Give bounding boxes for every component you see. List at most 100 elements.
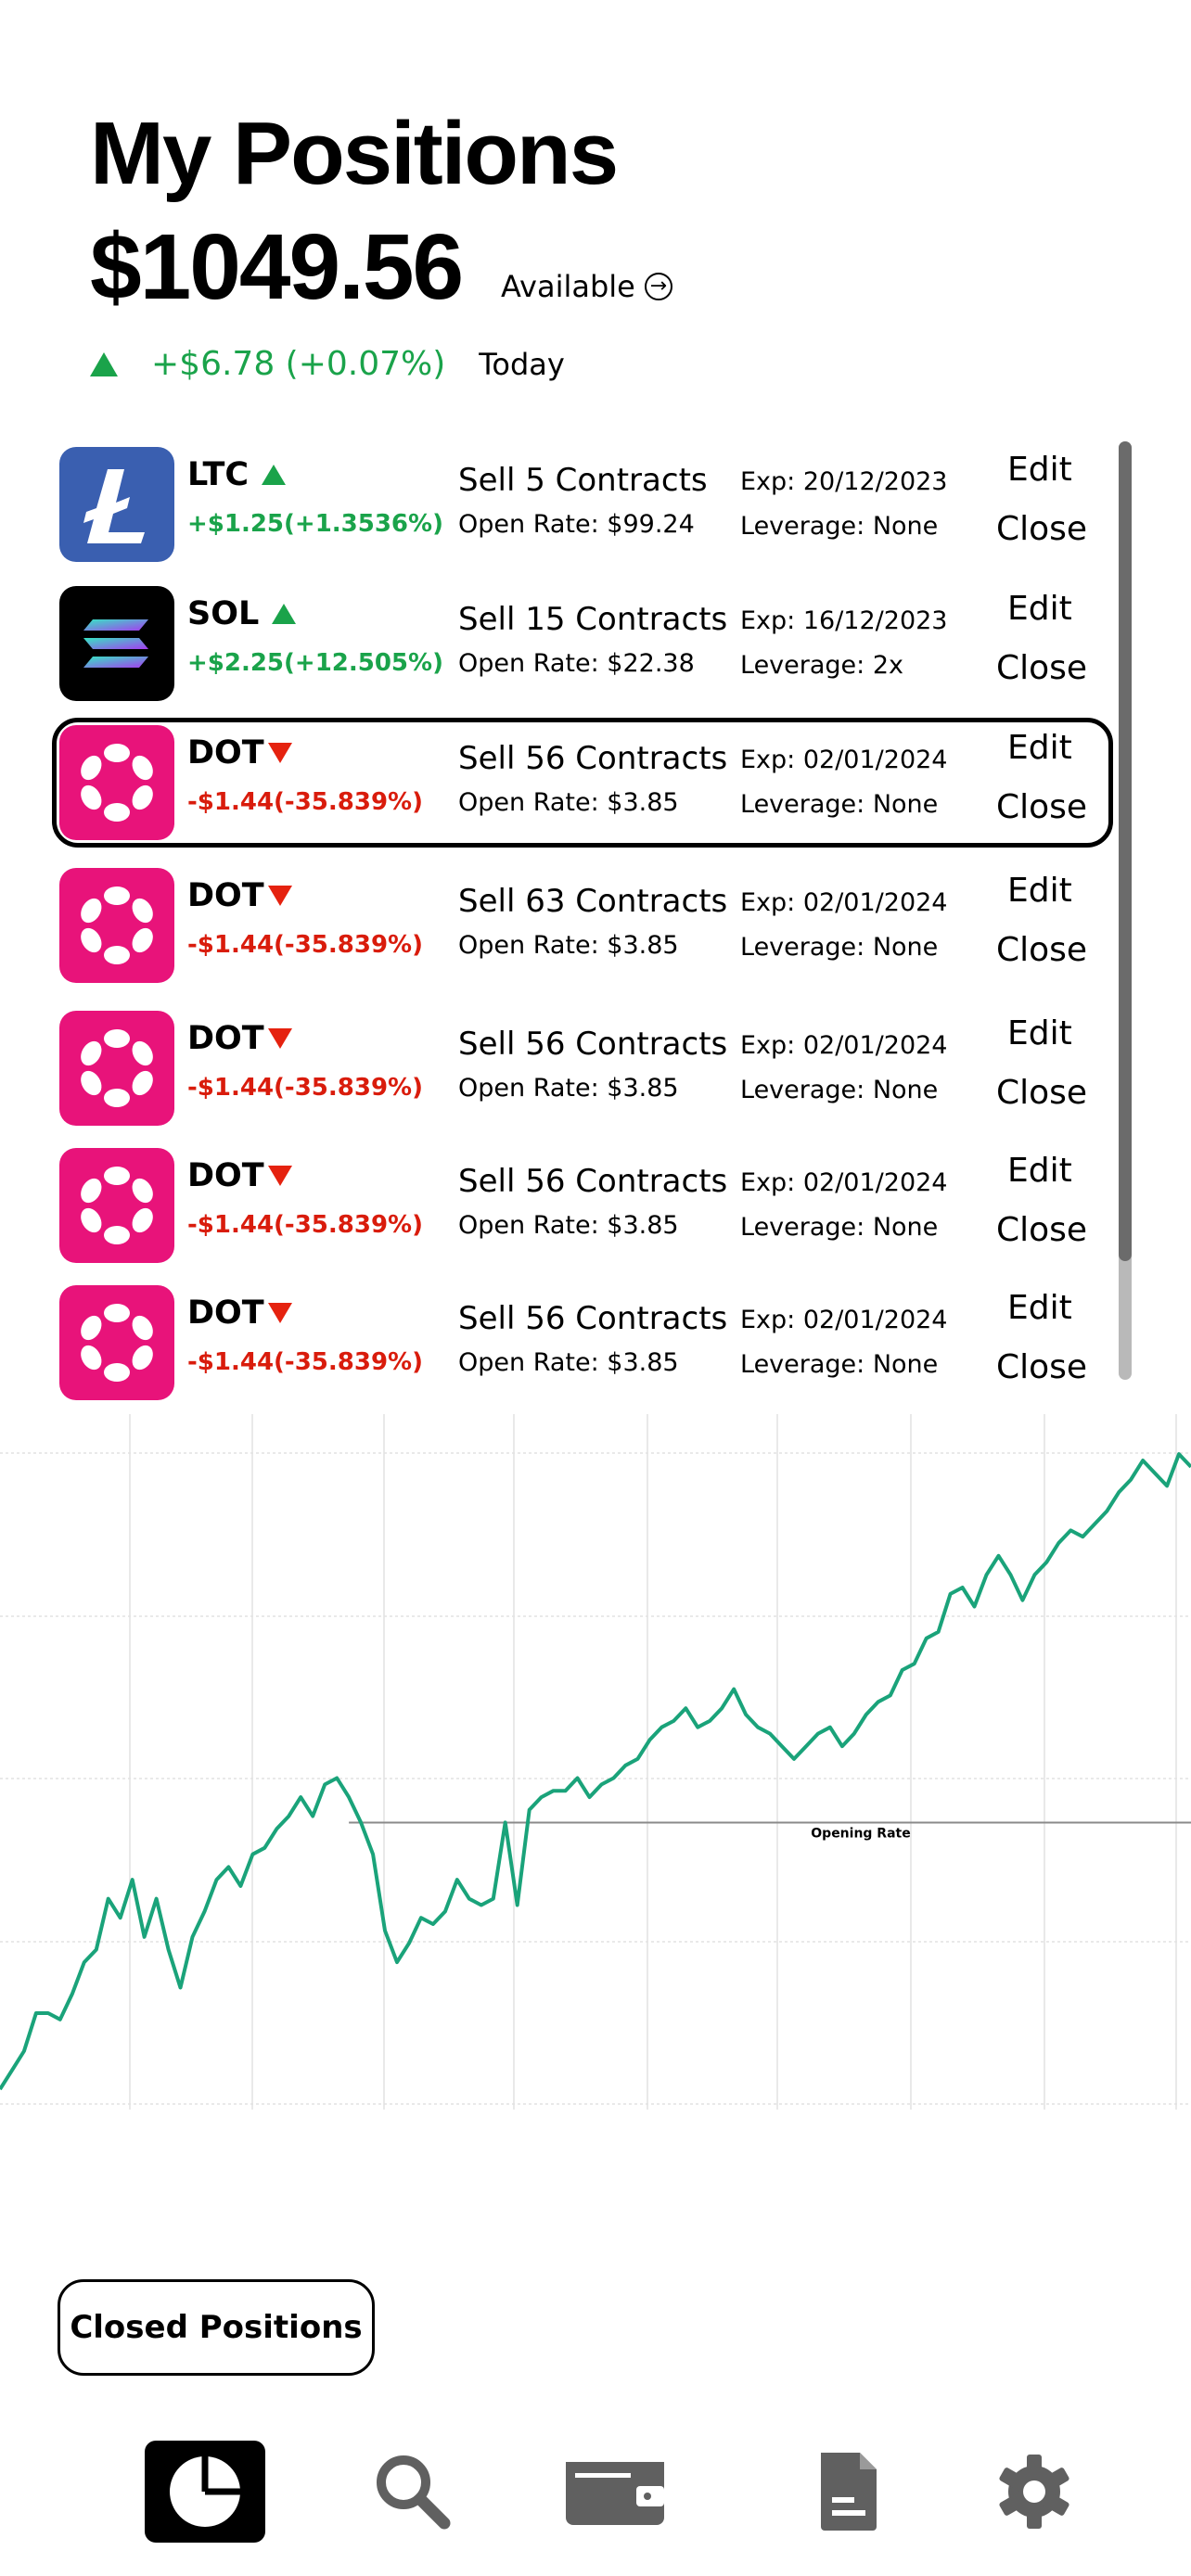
price-chart: Opening Rate — [0, 1414, 1191, 2110]
litecoin-logo-icon — [59, 447, 174, 562]
search-icon — [377, 2455, 451, 2530]
position-contracts: Sell 56 Contracts — [458, 1163, 728, 1200]
position-row-dot[interactable]: DOT -$1.44(-35.839%) Sell 56 Contracts Open… — [56, 1007, 1113, 1128]
daily-change-value: +$6.78 (+0.07%) — [151, 345, 446, 383]
triangle-up-icon — [272, 604, 297, 624]
triangle-up-icon — [90, 351, 118, 376]
edit-position-button[interactable]: Edit — [1007, 729, 1072, 767]
position-leverage: Leverage: 2x — [740, 651, 904, 680]
scrollbar-thumb[interactable] — [1119, 441, 1132, 1261]
wallet-tab[interactable] — [555, 2441, 675, 2543]
bottom-tab-bar — [0, 2429, 1191, 2550]
position-expiry: Exp: 02/01/2024 — [740, 1031, 948, 1060]
position-leverage: Leverage: None — [740, 1076, 939, 1104]
position-leverage: Leverage: None — [740, 512, 939, 541]
position-open-rate: Open Rate: $3.85 — [458, 931, 679, 960]
close-position-button[interactable]: Close — [996, 1348, 1088, 1386]
close-position-button[interactable]: Close — [996, 510, 1088, 548]
position-change: -$1.44(-35.839%) — [187, 1074, 423, 1102]
triangle-down-icon — [267, 743, 292, 763]
position-symbol: DOT — [187, 734, 292, 772]
polkadot-logo-icon — [59, 1011, 174, 1126]
position-leverage: Leverage: None — [740, 790, 939, 819]
position-open-rate: Open Rate: $3.85 — [458, 1211, 679, 1240]
position-leverage: Leverage: None — [740, 1213, 939, 1242]
position-contracts: Sell 15 Contracts — [458, 601, 728, 638]
position-contracts: Sell 56 Contracts — [458, 740, 728, 777]
triangle-up-icon — [262, 465, 287, 485]
available-link[interactable]: Available → — [501, 269, 672, 304]
position-expiry: Exp: 02/01/2024 — [740, 746, 948, 774]
position-symbol: DOT — [187, 877, 292, 914]
position-change: -$1.44(-35.839%) — [187, 788, 423, 816]
position-symbol: DOT — [187, 1020, 292, 1057]
position-open-rate: Open Rate: $3.85 — [458, 788, 679, 817]
closed-positions-button[interactable]: Closed Positions — [58, 2279, 375, 2376]
polkadot-logo-icon — [59, 725, 174, 840]
solana-logo-icon — [59, 586, 174, 701]
polkadot-logo-icon — [59, 868, 174, 983]
position-symbol: LTC — [187, 456, 287, 493]
position-row-dot[interactable]: DOT -$1.44(-35.839%) Sell 56 Contracts Open… — [56, 1282, 1113, 1402]
position-contracts: Sell 5 Contracts — [458, 462, 708, 499]
edit-position-button[interactable]: Edit — [1007, 451, 1072, 489]
daily-change: +$6.78 (+0.07%) Today — [90, 345, 565, 383]
position-open-rate: Open Rate: $3.85 — [458, 1074, 679, 1103]
close-position-button[interactable]: Close — [996, 931, 1088, 969]
position-contracts: Sell 56 Contracts — [458, 1300, 728, 1337]
edit-position-button[interactable]: Edit — [1007, 872, 1072, 910]
close-position-button[interactable]: Close — [996, 1211, 1088, 1249]
triangle-down-icon — [267, 1028, 292, 1049]
position-row-ltc[interactable]: LTC +$1.25(+1.3536%) Sell 5 Contracts Open … — [56, 443, 1113, 564]
edit-position-button[interactable]: Edit — [1007, 590, 1072, 628]
position-row-sol[interactable]: SOL +$2.25(+12.505%) Sell 15 Contracts Open… — [56, 582, 1113, 703]
position-change: -$1.44(-35.839%) — [187, 1348, 423, 1376]
settings-tab[interactable] — [974, 2441, 1095, 2543]
positions-scrollbar[interactable] — [1119, 441, 1132, 1380]
position-open-rate: Open Rate: $99.24 — [458, 510, 695, 539]
triangle-down-icon — [267, 886, 292, 906]
position-change: -$1.44(-35.839%) — [187, 931, 423, 959]
selected-row-outline — [52, 718, 1113, 848]
documents-tab[interactable] — [788, 2441, 909, 2543]
position-expiry: Exp: 02/01/2024 — [740, 1306, 948, 1334]
edit-position-button[interactable]: Edit — [1007, 1289, 1072, 1327]
account-balance: $1049.56 — [90, 215, 464, 319]
position-expiry: Exp: 16/12/2023 — [740, 606, 948, 635]
edit-position-button[interactable]: Edit — [1007, 1152, 1072, 1190]
position-row-dot[interactable]: DOT -$1.44(-35.839%) Sell 63 Contracts Open… — [56, 864, 1113, 985]
position-leverage: Leverage: None — [740, 1350, 939, 1379]
arrow-right-circle-icon: → — [644, 273, 672, 300]
close-position-button[interactable]: Close — [996, 649, 1088, 687]
position-symbol: DOT — [187, 1294, 292, 1332]
daily-change-period: Today — [479, 346, 565, 382]
positions-list[interactable]: LTC +$1.25(+1.3536%) Sell 5 Contracts Open … — [0, 436, 1191, 1405]
polkadot-logo-icon — [59, 1148, 174, 1263]
position-symbol: DOT — [187, 1157, 292, 1194]
document-icon — [821, 2453, 877, 2531]
polkadot-logo-icon — [59, 1285, 174, 1400]
triangle-down-icon — [267, 1303, 292, 1323]
position-expiry: Exp: 20/12/2023 — [740, 467, 948, 496]
portfolio-tab[interactable] — [145, 2441, 265, 2543]
available-label: Available — [501, 269, 635, 304]
position-expiry: Exp: 02/01/2024 — [740, 888, 948, 917]
position-expiry: Exp: 02/01/2024 — [740, 1168, 948, 1197]
position-change: +$1.25(+1.3536%) — [187, 510, 443, 538]
position-row-dot[interactable]: DOT -$1.44(-35.839%) Sell 56 Contracts Open… — [52, 718, 1113, 848]
edit-position-button[interactable]: Edit — [1007, 1014, 1072, 1052]
price-series-line — [0, 1452, 1191, 2091]
position-symbol: SOL — [187, 595, 297, 632]
position-leverage: Leverage: None — [740, 933, 939, 962]
search-tab[interactable] — [352, 2441, 473, 2543]
opening-rate-label: Opening Rate — [811, 1826, 910, 1841]
close-position-button[interactable]: Close — [996, 1074, 1088, 1112]
page-title: My Positions — [90, 104, 619, 203]
triangle-down-icon — [267, 1166, 292, 1186]
close-position-button[interactable]: Close — [996, 788, 1088, 826]
position-contracts: Sell 63 Contracts — [458, 883, 728, 920]
gear-icon — [999, 2455, 1069, 2529]
position-open-rate: Open Rate: $22.38 — [458, 649, 695, 678]
position-open-rate: Open Rate: $3.85 — [458, 1348, 679, 1377]
position-row-dot[interactable]: DOT -$1.44(-35.839%) Sell 56 Contracts Open… — [56, 1144, 1113, 1265]
